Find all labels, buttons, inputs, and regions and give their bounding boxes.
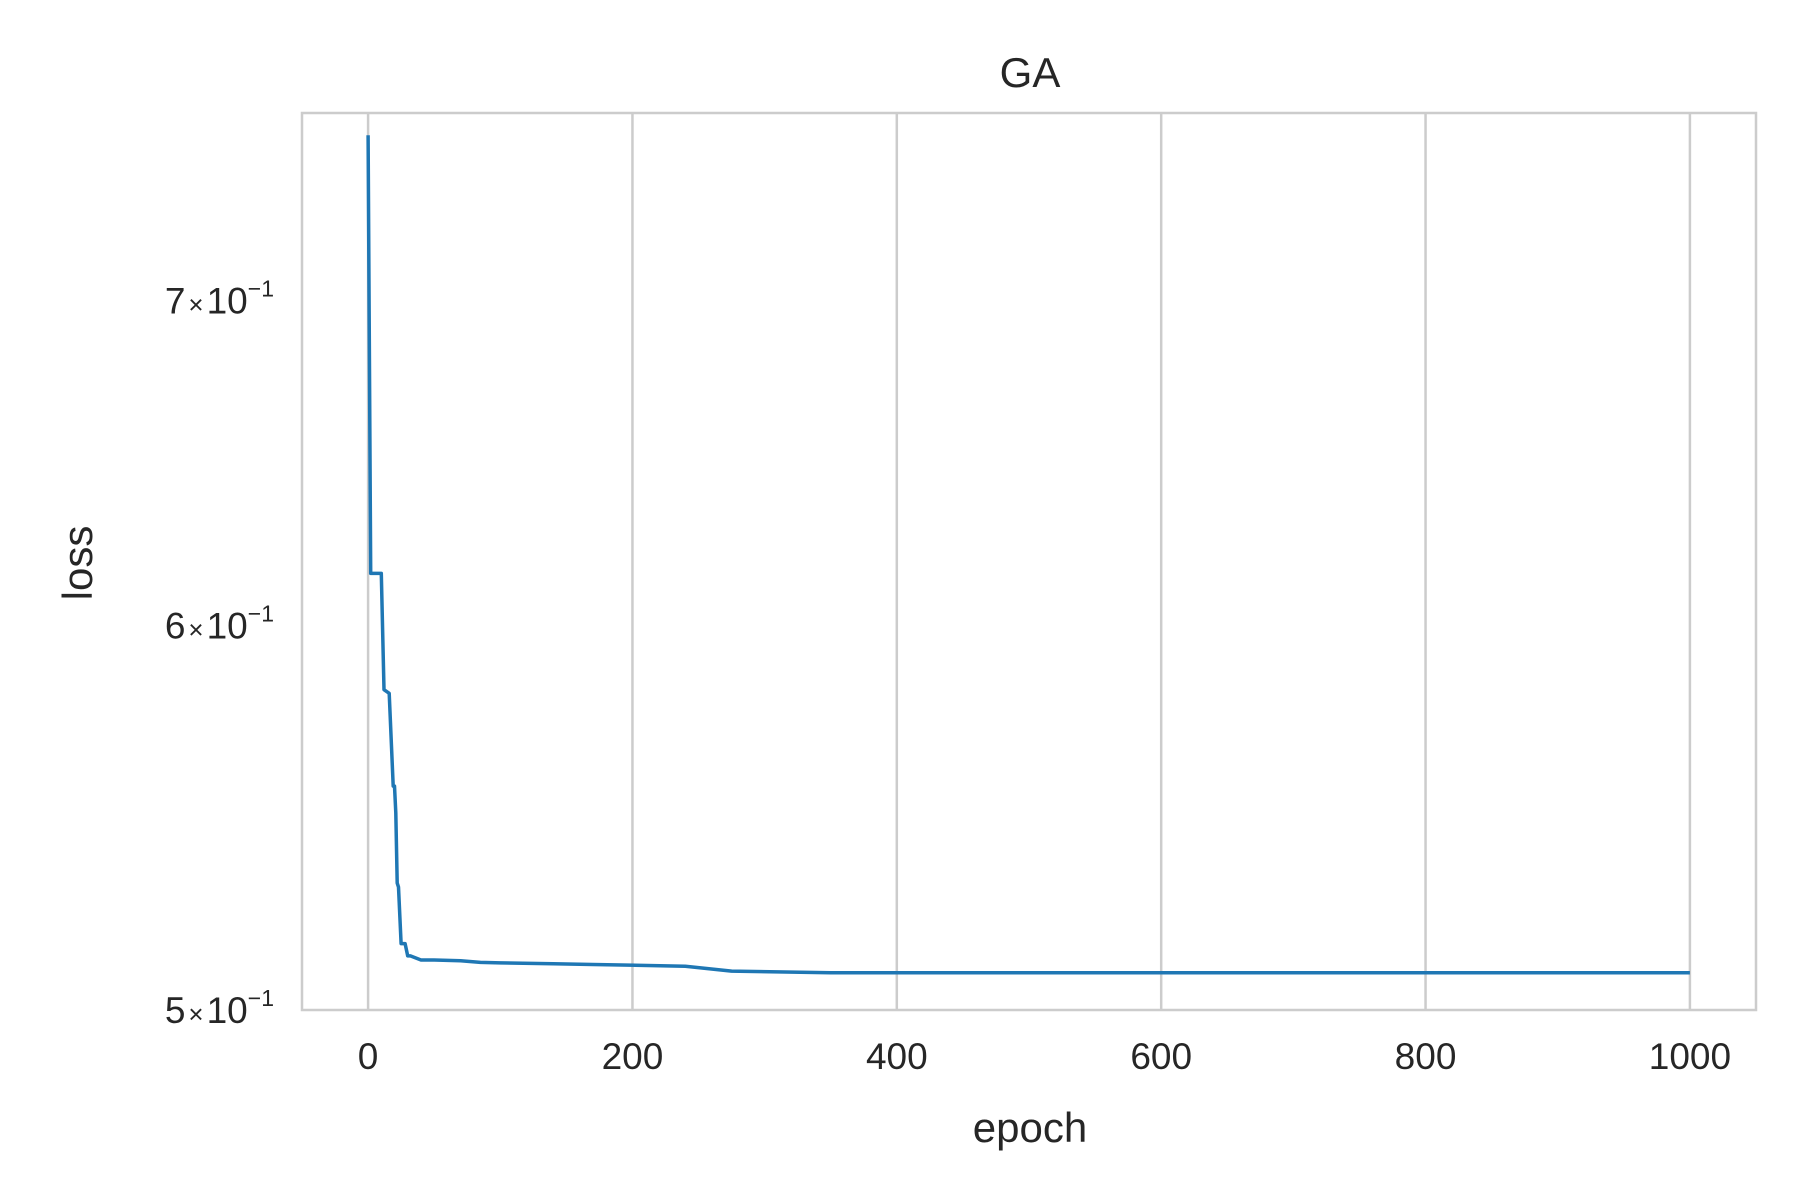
x-tick-label: 200 <box>602 1036 664 1077</box>
x-tick-label: 0 <box>358 1036 379 1077</box>
x-tick-labels: 0 200 400 600 800 1000 <box>358 1036 1731 1077</box>
y-tick-labels: 5 ×10−16 ×10−17 ×10−1 <box>165 275 274 1031</box>
y-tick-label: 5 ×10−1 <box>165 985 274 1031</box>
y-tick-base: 10 <box>207 605 248 646</box>
y-axis-label: loss <box>54 526 101 601</box>
x-tick-label: 800 <box>1395 1036 1457 1077</box>
loss-series-line <box>366 135 1690 975</box>
y-tick-label: 7 ×10−1 <box>165 275 274 321</box>
y-tick-base: 10 <box>207 990 248 1031</box>
chart-title: GA <box>1000 49 1061 96</box>
y-tick-times: × <box>188 614 203 644</box>
x-axis-label: epoch <box>973 1104 1087 1151</box>
y-tick-times: × <box>188 999 203 1029</box>
plot-frame <box>300 111 1758 1012</box>
y-tick-mantissa: 5 <box>165 990 186 1031</box>
series-layer <box>366 135 1690 975</box>
x-tick-label: 400 <box>866 1036 928 1077</box>
grid-lines <box>366 113 1692 1010</box>
y-tick-times: × <box>188 289 203 319</box>
y-tick-exponent: −1 <box>248 275 274 301</box>
y-tick-mantissa: 6 <box>165 605 186 646</box>
y-tick-exponent: −1 <box>248 600 274 626</box>
y-tick-base: 10 <box>207 280 248 321</box>
y-tick-label: 6 ×10−1 <box>165 600 274 646</box>
x-tick-label: 600 <box>1130 1036 1192 1077</box>
x-tick-label: 1000 <box>1649 1036 1731 1077</box>
y-tick-exponent: −1 <box>248 985 274 1011</box>
y-tick-mantissa: 7 <box>165 280 186 321</box>
